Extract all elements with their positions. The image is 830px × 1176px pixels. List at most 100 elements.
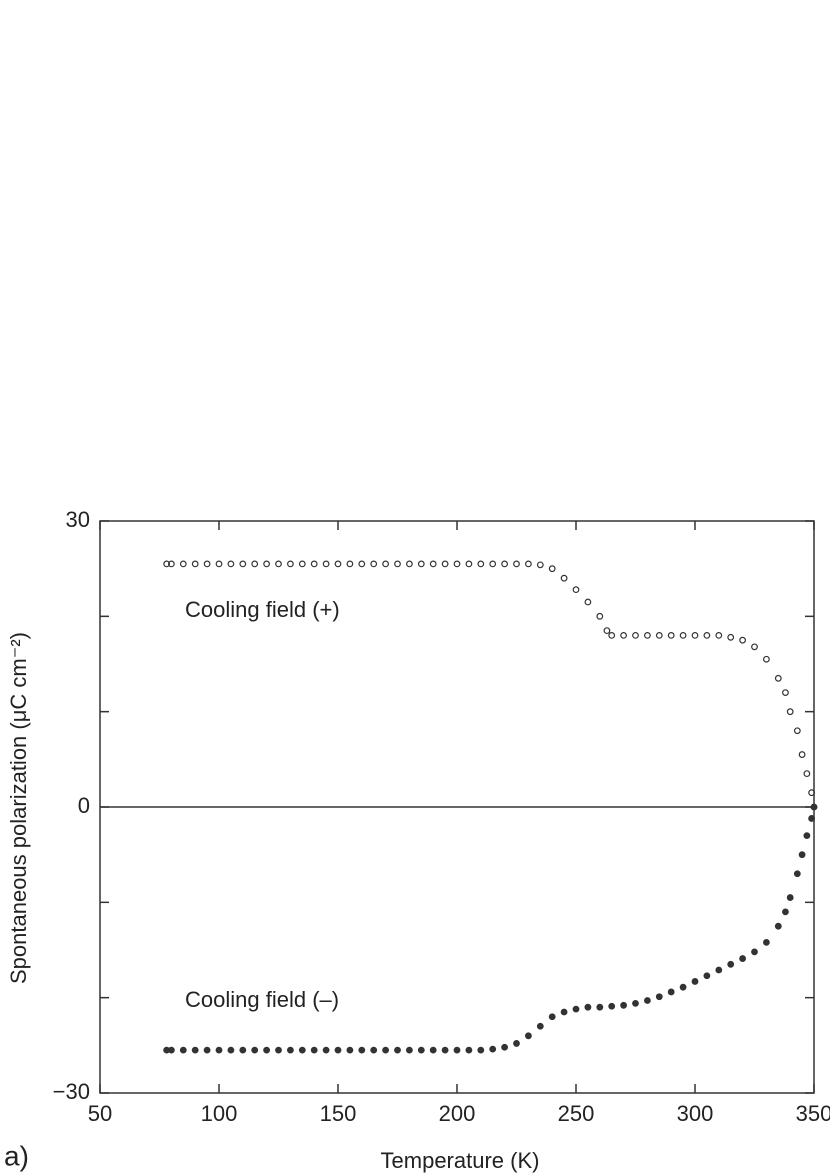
data-point [215, 1046, 223, 1054]
data-point [620, 1001, 627, 1009]
data-point [322, 560, 330, 568]
data-point [632, 632, 639, 639]
data-point [596, 612, 604, 620]
data-point [584, 1003, 592, 1011]
data-point [310, 1046, 318, 1054]
data-point [536, 1022, 544, 1030]
data-point [287, 560, 294, 568]
data-point [513, 560, 520, 568]
data-point [322, 1046, 330, 1054]
data-point [394, 560, 401, 568]
data-point [239, 560, 247, 568]
x-tick-label: 200 [439, 1101, 476, 1126]
data-point [263, 1046, 271, 1054]
data-point [382, 560, 390, 568]
data-point [275, 560, 282, 568]
annotation: Cooling field (+) [185, 597, 340, 622]
data-point [691, 632, 699, 639]
data-point [810, 803, 818, 811]
data-point [453, 1046, 461, 1054]
data-point [382, 1046, 390, 1054]
data-point [191, 560, 199, 568]
data-point [536, 561, 544, 569]
data-point [715, 632, 723, 639]
data-point [453, 560, 461, 568]
data-point [751, 948, 758, 956]
data-point [489, 560, 497, 568]
data-point [477, 1046, 485, 1054]
y-tick-label: −30 [53, 1079, 90, 1104]
data-point [191, 1046, 199, 1054]
data-point [310, 560, 318, 568]
data-point [203, 560, 211, 568]
data-point [263, 560, 271, 568]
data-point [798, 851, 806, 859]
data-point [163, 560, 171, 568]
data-point [596, 1003, 604, 1011]
data-point [763, 655, 770, 663]
data-point [167, 560, 175, 568]
data-point [334, 1046, 342, 1054]
data-point [167, 1046, 175, 1054]
data-point [525, 560, 532, 568]
data-point [632, 999, 639, 1007]
data-point [808, 789, 816, 797]
data-point [679, 983, 687, 991]
data-point [739, 955, 746, 962]
data-point [346, 1046, 354, 1054]
data-point [441, 560, 449, 568]
y-tick-label: 30 [66, 507, 90, 532]
data-point [203, 1046, 211, 1054]
data-point [572, 1005, 580, 1013]
data-point [358, 560, 366, 568]
data-point [572, 586, 580, 594]
y-axis-label: Spontaneous polarization (μC cm⁻²) [6, 632, 31, 984]
x-tick-label: 100 [201, 1101, 238, 1126]
data-point [298, 560, 306, 568]
data-point [798, 751, 806, 758]
data-point [786, 894, 794, 901]
data-point [251, 1046, 259, 1054]
data-point [739, 636, 746, 644]
data-point [548, 565, 556, 573]
data-point [548, 1013, 556, 1021]
data-point [608, 1002, 616, 1010]
data-point [429, 560, 437, 568]
data-point [370, 1046, 378, 1054]
data-point [358, 1046, 366, 1054]
annotation: Cooling field (–) [185, 987, 339, 1012]
data-point [179, 1046, 187, 1054]
data-point [703, 632, 711, 639]
data-point [584, 598, 592, 606]
data-point [227, 1046, 235, 1054]
data-point [346, 560, 354, 568]
data-point [715, 966, 723, 974]
data-point [560, 574, 568, 582]
data-point [525, 1032, 532, 1040]
data-point [620, 632, 627, 639]
data-point [667, 632, 675, 639]
data-point [370, 560, 378, 568]
data-point [603, 627, 611, 635]
data-point [417, 1046, 425, 1054]
data-point [691, 978, 699, 985]
data-point [667, 988, 675, 996]
data-point [429, 1046, 437, 1054]
data-point [501, 560, 509, 568]
data-point [608, 632, 616, 639]
data-point [703, 972, 711, 980]
data-point [774, 674, 782, 682]
data-point [727, 633, 735, 641]
data-point [406, 1046, 413, 1054]
panel-label: a) [4, 1140, 29, 1171]
data-point [215, 560, 223, 568]
data-point [251, 560, 259, 568]
data-point [441, 1046, 449, 1054]
data-point [465, 1046, 473, 1054]
x-tick-label: 350 [796, 1101, 830, 1126]
data-point [406, 560, 413, 568]
data-point [477, 560, 485, 568]
data-point [644, 632, 651, 639]
